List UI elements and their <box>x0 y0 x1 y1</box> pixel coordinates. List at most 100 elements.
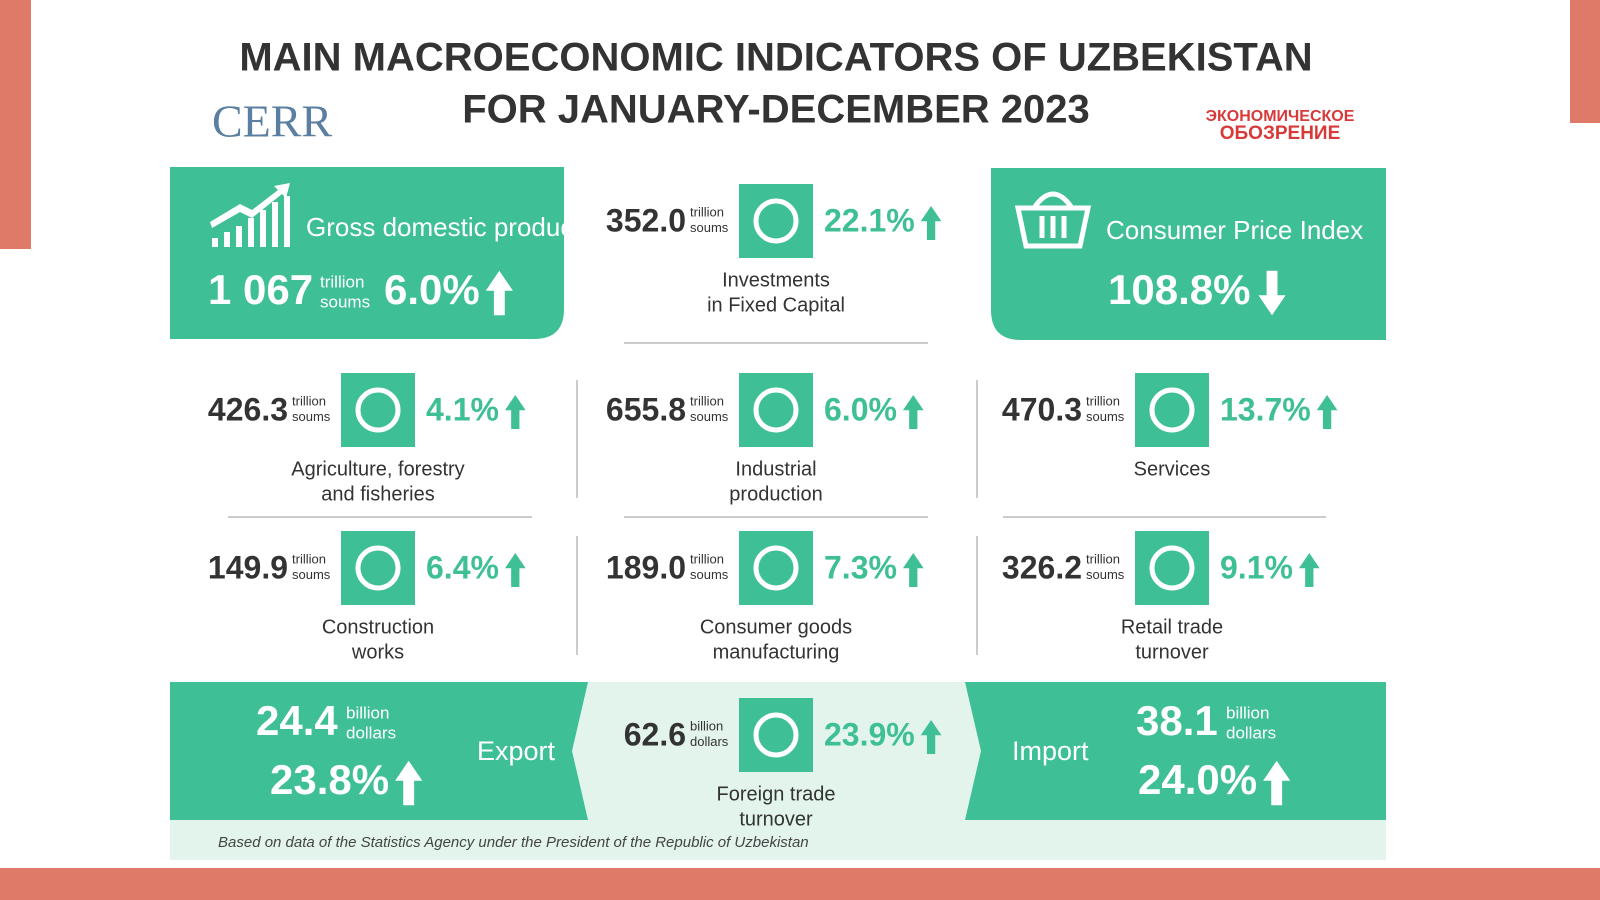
unit: soums <box>1086 409 1125 424</box>
trend-arrow <box>1263 760 1291 806</box>
unit: trillion <box>690 394 724 409</box>
gdp-icon <box>210 183 290 247</box>
value: 655.8 <box>606 391 686 427</box>
icon-box <box>1135 373 1209 447</box>
logo-left: CERR <box>212 96 332 147</box>
trend-arrow <box>902 553 924 587</box>
change: 23.9% <box>824 716 915 752</box>
label: production <box>729 483 822 505</box>
trend-arrow <box>485 270 513 316</box>
unit: dollars <box>690 734 729 749</box>
label: works <box>351 641 404 663</box>
value: 1 067 <box>208 266 313 313</box>
logo-right: ЭКОНОМИЧЕСКОЕ <box>1206 108 1355 125</box>
label: manufacturing <box>713 641 840 663</box>
label: Retail trade <box>1121 616 1223 638</box>
unit: trillion <box>1086 394 1120 409</box>
unit: trillion <box>1086 552 1120 567</box>
trend-arrow <box>504 395 526 429</box>
label: Investments <box>722 269 830 291</box>
change: 9.1% <box>1220 549 1293 585</box>
trend-arrow <box>920 206 942 240</box>
value: 426.3 <box>208 391 288 427</box>
value: 470.3 <box>1002 391 1082 427</box>
label: Import <box>1012 736 1089 766</box>
icon-box <box>739 373 813 447</box>
bottom-bar <box>0 868 1600 900</box>
trend-arrow <box>1298 553 1320 587</box>
side-bar <box>1570 0 1600 123</box>
unit: soums <box>1086 567 1125 582</box>
label: and fisheries <box>321 483 434 505</box>
icon <box>355 387 401 433</box>
value: 352.0 <box>606 202 686 238</box>
icon-box <box>341 373 415 447</box>
icon-box <box>1135 531 1209 605</box>
value: 38.1 <box>1136 697 1218 744</box>
label: turnover <box>739 808 813 830</box>
label: in Fixed Capital <box>707 294 845 316</box>
change: 6.0% <box>384 266 480 313</box>
trend-arrow <box>1316 395 1338 429</box>
unit: soums <box>320 293 370 312</box>
unit: trillion <box>320 272 364 291</box>
change: 24.0% <box>1138 756 1257 803</box>
unit: billion <box>1226 703 1269 722</box>
gdp-panel <box>170 167 564 339</box>
label: Consumer goods <box>700 616 852 638</box>
value: 149.9 <box>208 549 288 585</box>
label: Export <box>477 736 556 766</box>
unit: billion <box>690 719 723 734</box>
value: 24.4 <box>256 697 338 744</box>
trend-arrow <box>395 760 423 806</box>
value: 108.8% <box>1108 266 1250 313</box>
change: 13.7% <box>1220 391 1311 427</box>
trend-arrow <box>1258 270 1286 316</box>
icon <box>753 198 799 244</box>
title: MAIN MACROECONOMIC INDICATORS OF UZBEKIS… <box>239 36 1312 80</box>
icon <box>1149 387 1195 433</box>
value: 189.0 <box>606 549 686 585</box>
unit: trillion <box>690 552 724 567</box>
unit: trillion <box>690 205 724 220</box>
label: Construction <box>322 616 434 638</box>
unit: billion <box>346 703 389 722</box>
label: Services <box>1134 458 1211 480</box>
value: 326.2 <box>1002 549 1082 585</box>
icon <box>753 387 799 433</box>
label: Agriculture, forestry <box>291 458 464 480</box>
icon <box>753 545 799 591</box>
icon <box>355 545 401 591</box>
export-panel <box>170 682 588 820</box>
unit: soums <box>690 409 729 424</box>
change: 23.8% <box>270 756 389 803</box>
side-bar <box>0 0 31 249</box>
unit: dollars <box>1226 724 1276 743</box>
source-note: Based on data of the Statistics Agency u… <box>218 834 809 851</box>
unit: soums <box>690 567 729 582</box>
trend-arrow <box>504 553 526 587</box>
change: 22.1% <box>824 202 915 238</box>
icon-box <box>739 698 813 772</box>
change: 4.1% <box>426 391 499 427</box>
logo-right: ОБОЗРЕНИЕ <box>1220 123 1341 144</box>
icon-box <box>341 531 415 605</box>
unit: dollars <box>346 724 396 743</box>
unit: soums <box>292 567 331 582</box>
title: FOR JANUARY-DECEMBER 2023 <box>462 88 1090 132</box>
cpi-icon <box>1014 191 1092 249</box>
change: 6.0% <box>824 391 897 427</box>
label: Industrial <box>735 458 816 480</box>
icon <box>1149 545 1195 591</box>
unit: soums <box>292 409 331 424</box>
value: 62.6 <box>624 716 686 752</box>
trend-arrow <box>902 395 924 429</box>
unit: soums <box>690 220 729 235</box>
label: turnover <box>1135 641 1209 663</box>
label: Gross domestic product <box>306 212 581 242</box>
change: 6.4% <box>426 549 499 585</box>
trend-arrow <box>920 720 942 754</box>
unit: trillion <box>292 394 326 409</box>
